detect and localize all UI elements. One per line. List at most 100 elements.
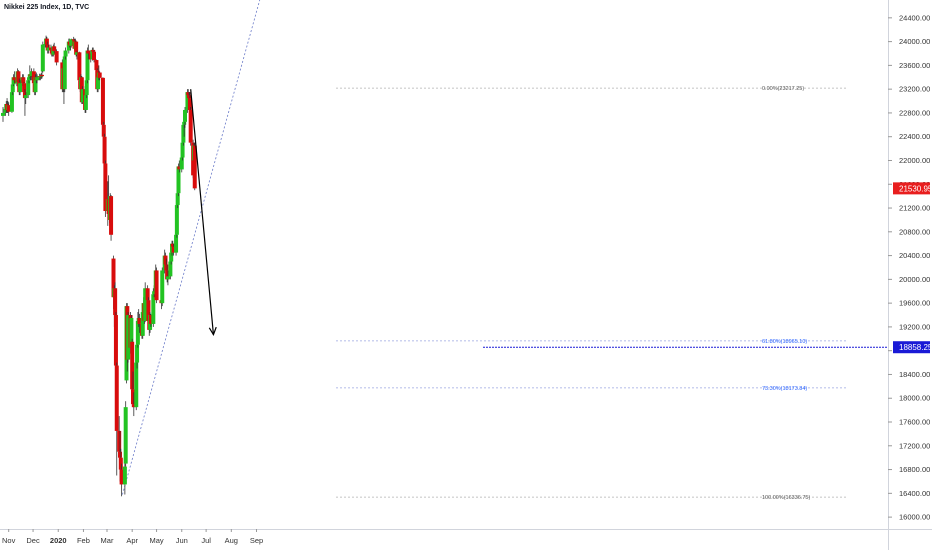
candle-body-up (35, 77, 40, 81)
y-tick-label: 21200.00 (899, 204, 930, 213)
candle-body-down (118, 451, 122, 458)
x-tick-label: Dec (26, 536, 40, 545)
candle (174, 202, 179, 238)
candle (181, 121, 186, 146)
y-tick-label: 23600.00 (899, 61, 930, 70)
candle-body-up (135, 344, 140, 363)
y-tick-label: 22800.00 (899, 108, 930, 117)
candle (54, 49, 59, 66)
candle (18, 80, 23, 96)
candle (29, 68, 34, 81)
candle-body-up (179, 157, 184, 170)
y-tick-label: 18000.00 (899, 394, 930, 403)
candle (69, 38, 74, 48)
candle (6, 102, 11, 116)
candle-body-down (12, 77, 17, 81)
candle-body-up (46, 47, 51, 51)
candle-body-up (33, 77, 38, 93)
candle-body-down (52, 46, 57, 52)
candle-body-down (131, 389, 135, 405)
candle-body-up (74, 52, 79, 55)
candle-body-up (122, 466, 127, 485)
candle-body-down (100, 77, 105, 125)
candle (131, 392, 136, 417)
candle-body-up (83, 95, 88, 110)
candle-body-down (77, 52, 82, 81)
candle-body-up (183, 109, 187, 122)
candle-body-up (84, 80, 89, 96)
candle-body-down (102, 136, 107, 164)
candle-body-up (11, 77, 16, 85)
candle-body-down (101, 124, 106, 137)
candle-body-down (113, 288, 118, 316)
candle-body-up (174, 234, 179, 253)
candle (9, 89, 14, 113)
candle-body-down (6, 105, 11, 112)
candle (63, 47, 68, 60)
candle (26, 77, 31, 99)
candle-body-down (48, 47, 53, 50)
x-tick-label: Aug (225, 536, 238, 545)
y-tick-label: 23200.00 (899, 85, 930, 94)
candle-body-up (66, 41, 71, 51)
fib-level-label: 61.80%(18965.10) (762, 339, 807, 345)
candle-body-up (175, 193, 180, 206)
candle-body-up (80, 89, 85, 103)
candle-body-up (168, 261, 173, 277)
candle (80, 86, 85, 105)
candle-body-down (97, 72, 102, 78)
candle-body-up (152, 291, 157, 295)
x-tick-label: 2020 (50, 536, 67, 545)
x-tick-label: Mar (101, 536, 114, 545)
candle (126, 312, 131, 363)
x-tick-label: Sep (250, 536, 263, 545)
candle-body-down (109, 196, 114, 235)
candle-body-down (21, 77, 26, 84)
candle-body-up (63, 50, 68, 57)
candle (83, 92, 88, 113)
candle (160, 267, 165, 307)
candle (177, 160, 182, 173)
price-label-bg (893, 182, 930, 195)
y-tick-label: 22400.00 (899, 132, 930, 141)
last-price-label: 21530.95 (899, 184, 932, 193)
candle-body-up (176, 166, 181, 194)
y-tick-label: 20000.00 (899, 275, 930, 284)
candle-body-up (85, 50, 90, 81)
candle-body-up (134, 362, 139, 408)
arrow-shaft (190, 89, 215, 335)
candle-body-up (185, 92, 190, 110)
candle-body-down (71, 39, 76, 41)
candle-body-up (140, 312, 145, 336)
candle (134, 356, 139, 411)
candle (148, 313, 153, 327)
candle-body-down (16, 71, 21, 83)
candle (174, 231, 179, 256)
candle (84, 77, 89, 99)
y-tick-label: 16000.00 (899, 513, 930, 522)
candle-body-up (135, 320, 140, 345)
candle (171, 243, 176, 256)
candle-body-up (40, 44, 45, 72)
candle-body-down (40, 74, 44, 77)
candle-body-up (18, 83, 23, 93)
x-tick-label: Jul (201, 536, 211, 545)
candle-body-up (143, 288, 148, 321)
candle (151, 288, 156, 327)
candle (97, 71, 102, 81)
candle (137, 313, 142, 333)
candle (62, 53, 67, 93)
candle (119, 463, 124, 497)
candle (23, 92, 28, 105)
candle-body-down (187, 98, 192, 110)
candle-body-up (165, 276, 170, 280)
candle (187, 92, 192, 113)
candle (183, 106, 187, 128)
candle (100, 77, 105, 128)
candle-body-down (170, 243, 175, 247)
candle (192, 142, 197, 191)
candle (11, 74, 16, 87)
y-tick-label: 24400.00 (899, 13, 930, 22)
